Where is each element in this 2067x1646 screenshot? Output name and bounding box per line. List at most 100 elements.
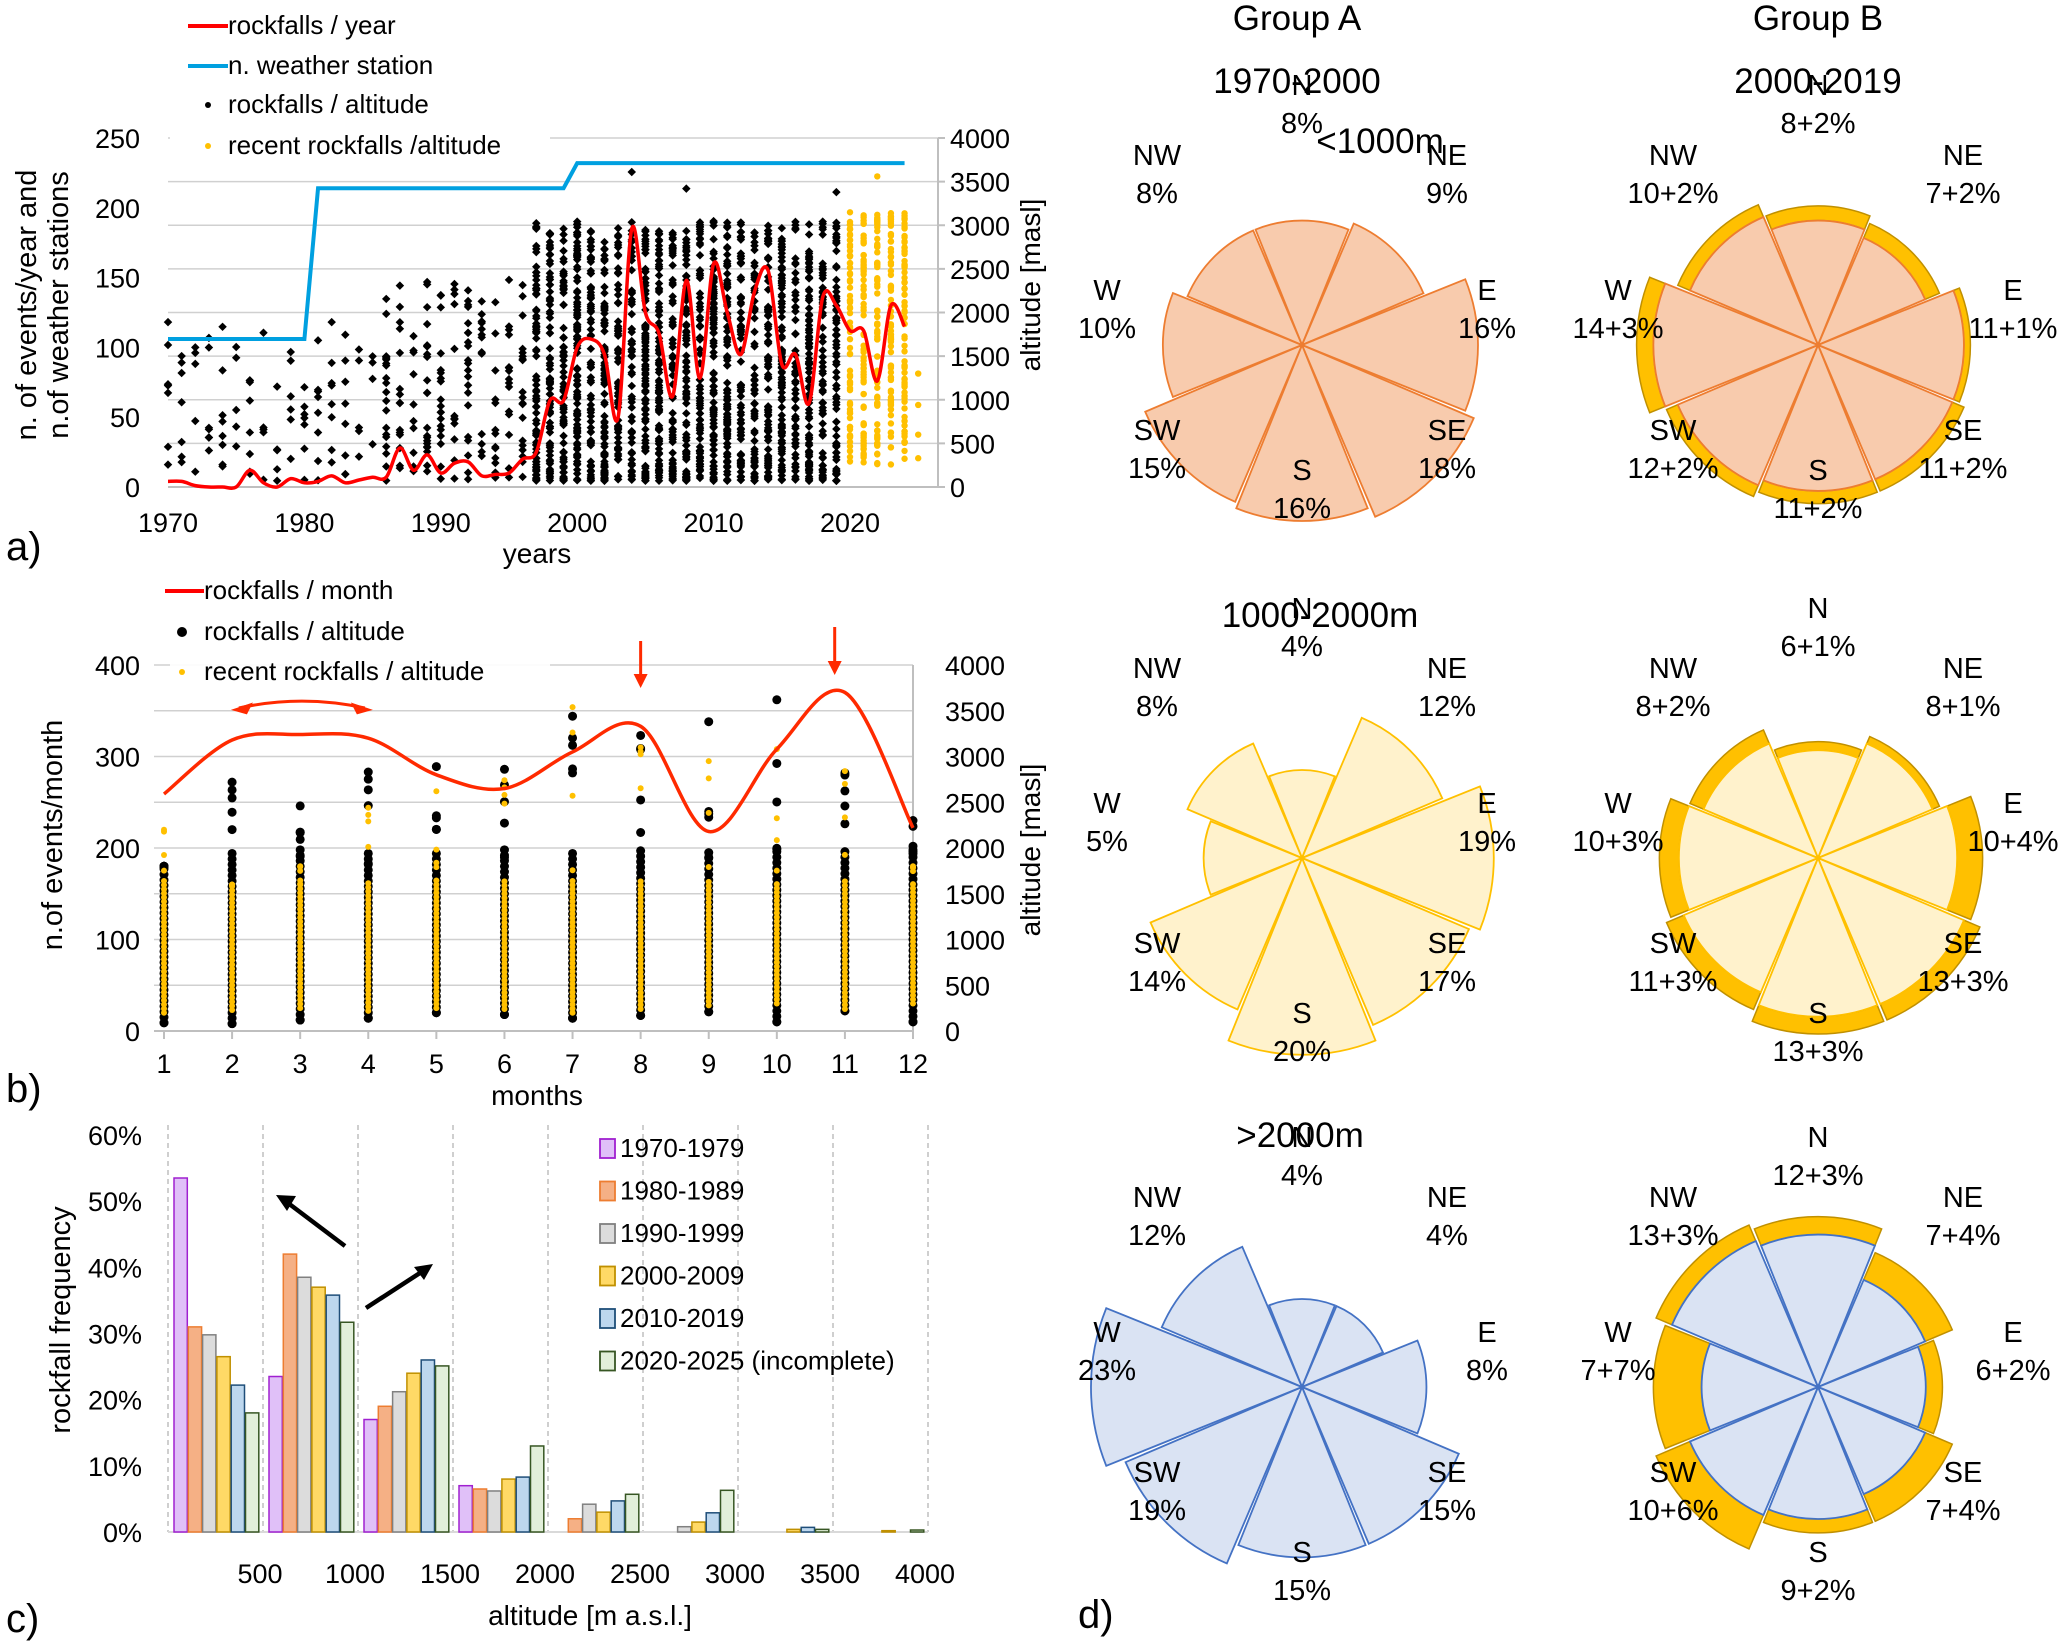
scatter-point-recent-rockfall [637,944,644,951]
scatter-point-recent-rockfall [365,958,372,965]
scatter-point-rockfall [777,463,787,472]
scatter-point-rockfall [654,459,664,469]
scatter-point-rockfall [327,445,336,455]
scatter-point-rockfall [559,462,568,472]
scatter-point-rockfall [641,267,650,276]
scatter-point-rockfall [572,332,582,341]
scatter-point-rockfall [804,304,814,313]
scatter-point-recent-rockfall [229,887,236,894]
scatter-point-rockfall [381,378,391,388]
bar-2020-2025-incomplete--3500 [814,1528,830,1533]
scatter-point-recent-rockfall [705,899,712,906]
scatter-point-recent-rockfall [365,884,372,891]
arrow-up-left [286,1201,347,1248]
chart-c-altitude-frequency: 0%10%20%30%40%50%60%500 1000 1500 2000 2500 3… [45,1121,955,1631]
scatter-point-recent-rockfall [901,438,908,445]
scatter-point-recent-rockfall [841,940,848,947]
scatter-point-rockfall [559,300,568,309]
scatter-point-rockfall [286,392,296,401]
scatter-point-recent-rockfall [901,309,908,316]
scatter-point-recent-rockfall [901,274,908,281]
scatter-point-recent-rockfall [901,447,908,455]
scatter-point-recent-rockfall [874,329,881,336]
scatter-point-rockfall [695,251,705,260]
scatter-point-rockfall [431,1008,441,1018]
scatter-point-recent-rockfall [887,394,895,401]
scatter-point-rockfall [313,385,323,395]
rose-b-dir-label-e: E [2003,275,2022,307]
scatter-point-rockfall [395,281,405,290]
scatter-point-rockfall [709,468,718,477]
scatter-point-rockfall [804,414,814,423]
bar-1980-1989-1500 [377,1405,393,1533]
scatter-point-recent-rockfall [860,430,867,437]
rose-b-base-2-sw [1688,1385,1820,1517]
scatter-point-recent-rockfall [433,881,440,888]
scatter-point-rockfall [750,389,759,398]
scatter-point-rockfall [818,430,827,440]
y-right-axis-label: altitude [masl] [1015,764,1046,937]
scatter-point-rockfall [641,380,650,390]
scatter-point-rockfall [436,368,446,378]
scatter-point-recent-rockfall [887,429,895,437]
scatter-point-rockfall [722,470,732,479]
y-right-tick-label: 2500 [950,255,1010,285]
scatter-point-recent-rockfall [841,851,848,858]
bar-2020-2025-incomplete--1500 [434,1365,450,1533]
y-axis-label: rockfall frequency [45,1206,77,1434]
scatter-point-recent-rockfall [569,989,576,996]
scatter-point-recent-rockfall [229,932,236,939]
scatter-point-rockfall [568,768,578,778]
scatter-point-rockfall [777,297,787,306]
scatter-point-rockfall [791,403,800,413]
scatter-point-rockfall [477,429,486,439]
scatter-point-rockfall [641,396,650,405]
scatter-point-rockfall [791,462,800,471]
legend-background [170,573,550,693]
rose-b-base-2-s [1767,1384,1869,1520]
scatter-point-rockfall [572,264,582,274]
scatter-point-rockfall [477,447,486,456]
bar-2010-2019-500 [230,1384,246,1533]
scatter-point-rockfall [532,429,541,438]
scatter-point-recent-rockfall [705,809,712,816]
bar-1980-1989-500 [187,1326,203,1533]
scatter-point-recent-rockfall [365,818,372,825]
scatter-point-rockfall [654,395,664,405]
rose-a-0-e [1299,278,1479,412]
scatter-point-rockfall [791,466,800,476]
scatter-point-rockfall [327,413,336,422]
scatter-point-recent-rockfall [860,404,867,411]
scatter-point-recent-rockfall [773,938,780,945]
scatter-point-rockfall [682,304,691,313]
rose-a-dir-label-sw: SW [1134,1457,1181,1489]
scatter-point-rockfall [709,445,718,454]
scatter-point-rockfall [654,386,664,395]
x-tick-label: 10 [762,1049,792,1079]
scatter-point-recent-rockfall [433,889,440,896]
bar-1970-1979-1500 [363,1418,379,1533]
scatter-point-recent-rockfall [705,928,712,935]
scatter-point-rockfall [818,352,827,362]
scatter-point-rockfall [804,309,814,319]
scatter-point-recent-rockfall [874,440,881,447]
scatter-point-rockfall [763,330,773,340]
scatter-point-rockfall [777,438,787,447]
scatter-point-rockfall [722,400,732,409]
rose-a-1-nw [1186,742,1304,860]
scatter-point-rockfall [791,450,800,459]
scatter-point-recent-rockfall [901,428,908,435]
scatter-point-recent-rockfall [229,924,236,931]
rose-a-1-s [1227,855,1377,1056]
scatter-point-recent-rockfall [501,997,508,1004]
scatter-point-rockfall [341,399,350,408]
scatter-point-rockfall [682,455,691,464]
scatter-point-recent-rockfall [229,1002,236,1009]
scatter-point-rockfall [300,382,309,392]
scatter-point-rockfall [818,448,827,458]
scatter-point-rockfall [313,456,323,466]
scatter-point-recent-rockfall [846,453,854,461]
rose-a-2-n [1267,1298,1337,1390]
scatter-point-rockfall [436,414,446,424]
scatter-point-rockfall [722,353,732,363]
